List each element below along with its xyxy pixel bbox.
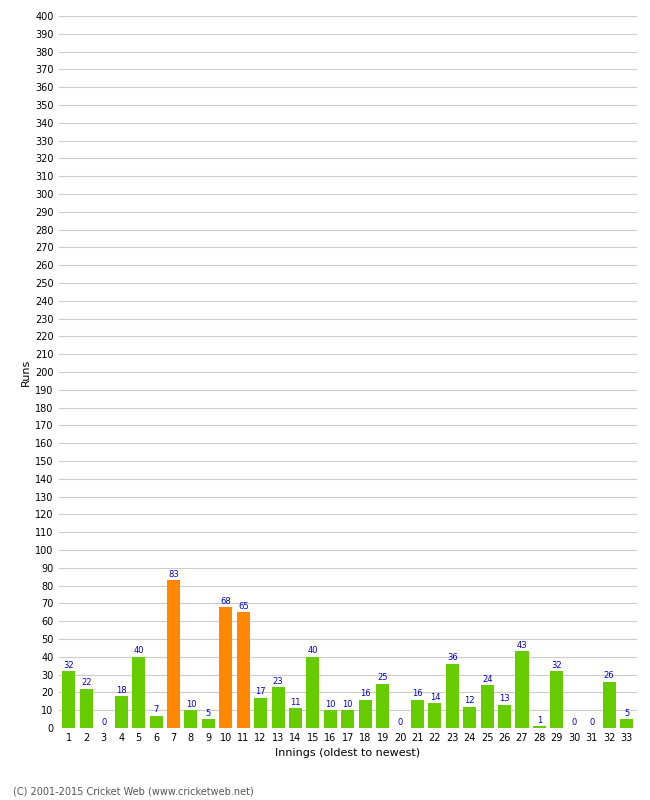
Bar <box>533 726 546 728</box>
X-axis label: Innings (oldest to newest): Innings (oldest to newest) <box>275 749 421 758</box>
Bar <box>411 699 424 728</box>
Text: 40: 40 <box>133 646 144 655</box>
Text: 11: 11 <box>291 698 301 707</box>
Bar <box>463 706 476 728</box>
Text: (C) 2001-2015 Cricket Web (www.cricketweb.net): (C) 2001-2015 Cricket Web (www.cricketwe… <box>13 786 254 796</box>
Bar <box>306 657 319 728</box>
Text: 18: 18 <box>116 686 127 694</box>
Text: 1: 1 <box>537 716 542 725</box>
Text: 32: 32 <box>64 661 74 670</box>
Bar <box>341 710 354 728</box>
Text: 0: 0 <box>571 718 577 726</box>
Bar <box>376 683 389 728</box>
Text: 12: 12 <box>465 696 475 706</box>
Bar <box>185 710 198 728</box>
Bar <box>132 657 145 728</box>
Text: 36: 36 <box>447 654 458 662</box>
Bar <box>551 671 564 728</box>
Text: 25: 25 <box>378 673 388 682</box>
Text: 5: 5 <box>624 709 629 718</box>
Text: 24: 24 <box>482 675 493 684</box>
Text: 68: 68 <box>220 597 231 606</box>
Bar <box>620 719 633 728</box>
Bar <box>80 689 93 728</box>
Text: 40: 40 <box>307 646 318 655</box>
Text: 83: 83 <box>168 570 179 579</box>
Bar <box>428 703 441 728</box>
Bar <box>219 607 232 728</box>
Text: 5: 5 <box>206 709 211 718</box>
Bar <box>603 682 616 728</box>
Bar <box>515 651 528 728</box>
Text: 17: 17 <box>255 687 266 696</box>
Bar <box>254 698 267 728</box>
Bar <box>62 671 75 728</box>
Bar <box>237 612 250 728</box>
Text: 23: 23 <box>273 677 283 686</box>
Text: 65: 65 <box>238 602 248 611</box>
Bar <box>272 687 285 728</box>
Text: 0: 0 <box>397 718 402 726</box>
Bar <box>446 664 459 728</box>
Text: 0: 0 <box>589 718 594 726</box>
Bar <box>114 696 128 728</box>
Bar <box>498 705 511 728</box>
Bar <box>359 699 372 728</box>
Text: 0: 0 <box>101 718 107 726</box>
Text: 10: 10 <box>325 700 335 709</box>
Bar <box>324 710 337 728</box>
Text: 14: 14 <box>430 693 440 702</box>
Text: 16: 16 <box>412 689 423 698</box>
Text: 43: 43 <box>517 641 527 650</box>
Y-axis label: Runs: Runs <box>21 358 31 386</box>
Text: 26: 26 <box>604 671 614 680</box>
Bar <box>150 715 162 728</box>
Text: 16: 16 <box>360 689 370 698</box>
Bar <box>289 709 302 728</box>
Bar <box>167 580 180 728</box>
Text: 10: 10 <box>343 700 353 709</box>
Text: 10: 10 <box>186 700 196 709</box>
Bar <box>480 686 494 728</box>
Text: 22: 22 <box>81 678 92 687</box>
Text: 32: 32 <box>552 661 562 670</box>
Text: 7: 7 <box>153 705 159 714</box>
Text: 13: 13 <box>499 694 510 703</box>
Bar <box>202 719 215 728</box>
